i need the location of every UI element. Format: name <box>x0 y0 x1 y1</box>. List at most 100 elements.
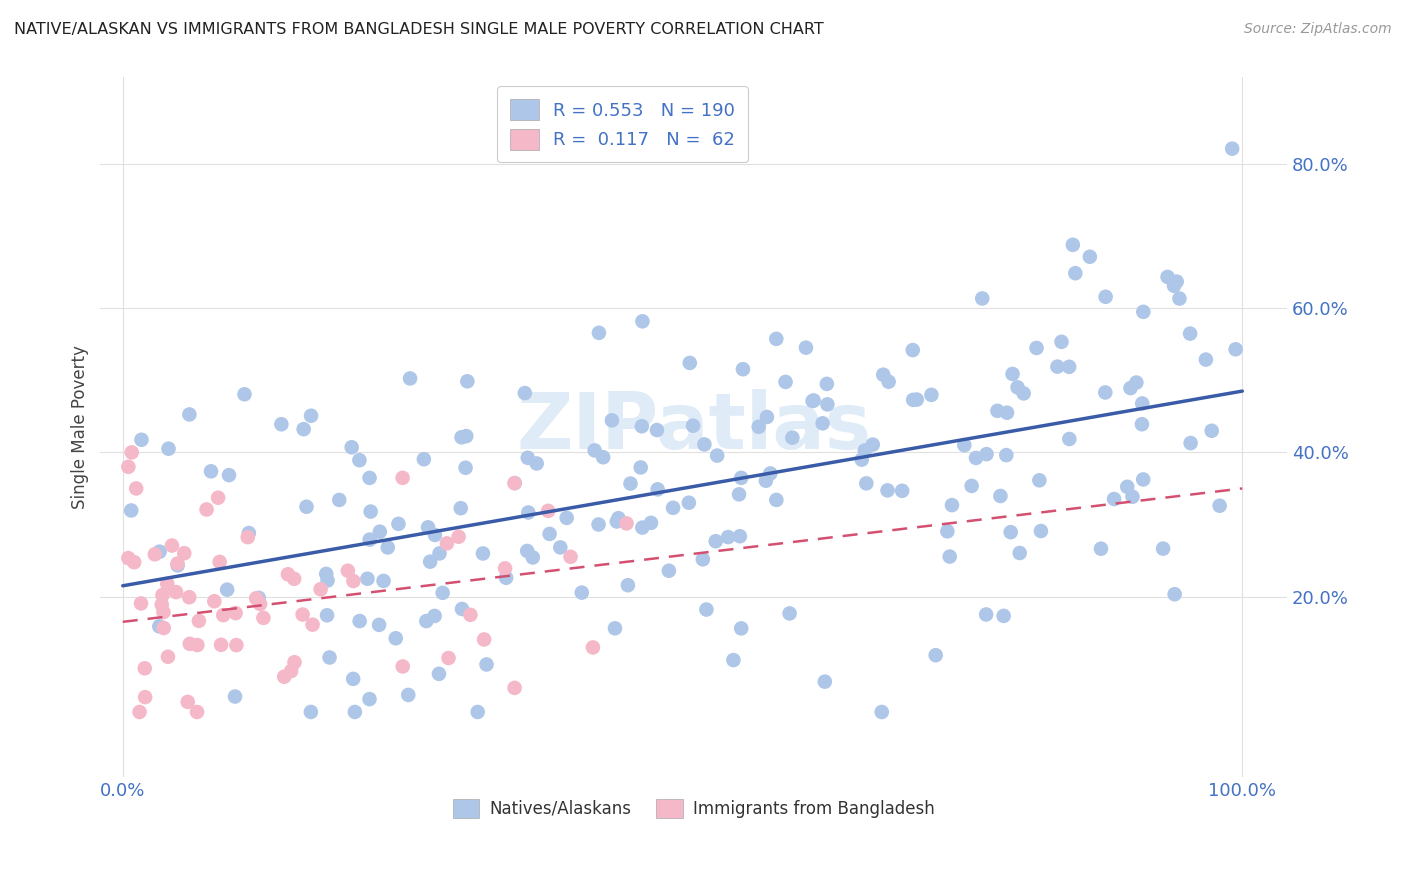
Point <box>522 550 544 565</box>
Point <box>600 413 623 427</box>
Point <box>179 591 201 605</box>
Point <box>423 609 446 624</box>
Point <box>149 544 172 558</box>
Point <box>682 418 704 433</box>
Point <box>1178 326 1201 341</box>
Point <box>986 404 1008 418</box>
Point <box>495 571 517 585</box>
Point <box>1168 292 1191 306</box>
Point <box>273 670 295 684</box>
Point <box>765 332 787 346</box>
Point <box>460 607 482 622</box>
Point <box>225 638 247 652</box>
Point <box>456 429 478 443</box>
Point <box>924 648 946 663</box>
Point <box>1156 269 1178 284</box>
Point <box>120 503 142 517</box>
Point <box>212 608 235 623</box>
Point <box>1132 305 1154 319</box>
Point <box>647 483 669 497</box>
Point <box>876 483 898 498</box>
Text: ZIPatlas: ZIPatlas <box>516 389 872 465</box>
Y-axis label: Single Male Poverty: Single Male Poverty <box>72 345 89 509</box>
Point <box>121 445 143 459</box>
Point <box>301 617 323 632</box>
Point <box>775 375 797 389</box>
Point <box>801 394 824 409</box>
Point <box>905 392 928 407</box>
Point <box>678 496 700 510</box>
Point <box>316 608 339 623</box>
Point <box>571 585 593 599</box>
Point <box>166 558 188 573</box>
Point <box>318 650 340 665</box>
Point <box>292 422 315 436</box>
Point <box>901 392 924 407</box>
Point <box>1078 250 1101 264</box>
Point <box>1225 343 1247 357</box>
Point <box>436 536 458 550</box>
Point <box>728 487 751 501</box>
Point <box>423 528 446 542</box>
Point <box>658 564 681 578</box>
Point <box>387 516 409 531</box>
Point <box>1121 490 1143 504</box>
Point <box>391 659 413 673</box>
Point <box>316 574 339 588</box>
Point <box>125 482 148 496</box>
Point <box>936 524 959 539</box>
Point <box>953 438 976 452</box>
Point <box>503 476 526 491</box>
Point <box>516 450 538 465</box>
Point <box>202 594 225 608</box>
Point <box>233 387 256 401</box>
Point <box>814 674 837 689</box>
Point <box>853 443 876 458</box>
Point <box>122 555 145 569</box>
Point <box>475 657 498 672</box>
Point <box>631 520 654 534</box>
Point <box>993 608 1015 623</box>
Point <box>862 437 884 451</box>
Point <box>467 705 489 719</box>
Point <box>640 516 662 530</box>
Point <box>1007 380 1029 394</box>
Point <box>416 520 439 534</box>
Point <box>755 409 778 424</box>
Point <box>157 442 180 456</box>
Point <box>731 362 754 376</box>
Point <box>152 588 174 602</box>
Point <box>730 621 752 635</box>
Point <box>377 541 399 555</box>
Point <box>1125 376 1147 390</box>
Point <box>960 479 983 493</box>
Point <box>186 638 208 652</box>
Point <box>704 534 727 549</box>
Point <box>156 649 179 664</box>
Point <box>245 591 267 606</box>
Point <box>1008 546 1031 560</box>
Point <box>779 607 801 621</box>
Point <box>1102 491 1125 506</box>
Point <box>941 498 963 512</box>
Point <box>730 471 752 485</box>
Point <box>336 564 359 578</box>
Point <box>995 448 1018 462</box>
Point <box>450 501 472 516</box>
Point <box>1220 142 1243 156</box>
Point <box>437 651 460 665</box>
Point <box>631 314 654 328</box>
Point <box>117 459 139 474</box>
Point <box>450 430 472 444</box>
Point <box>148 619 170 633</box>
Point <box>160 539 183 553</box>
Point <box>415 614 437 628</box>
Point <box>1130 396 1153 410</box>
Point <box>1059 432 1081 446</box>
Point <box>494 561 516 575</box>
Point <box>283 655 305 669</box>
Point <box>1057 359 1080 374</box>
Point <box>706 449 728 463</box>
Point <box>283 572 305 586</box>
Point <box>1201 424 1223 438</box>
